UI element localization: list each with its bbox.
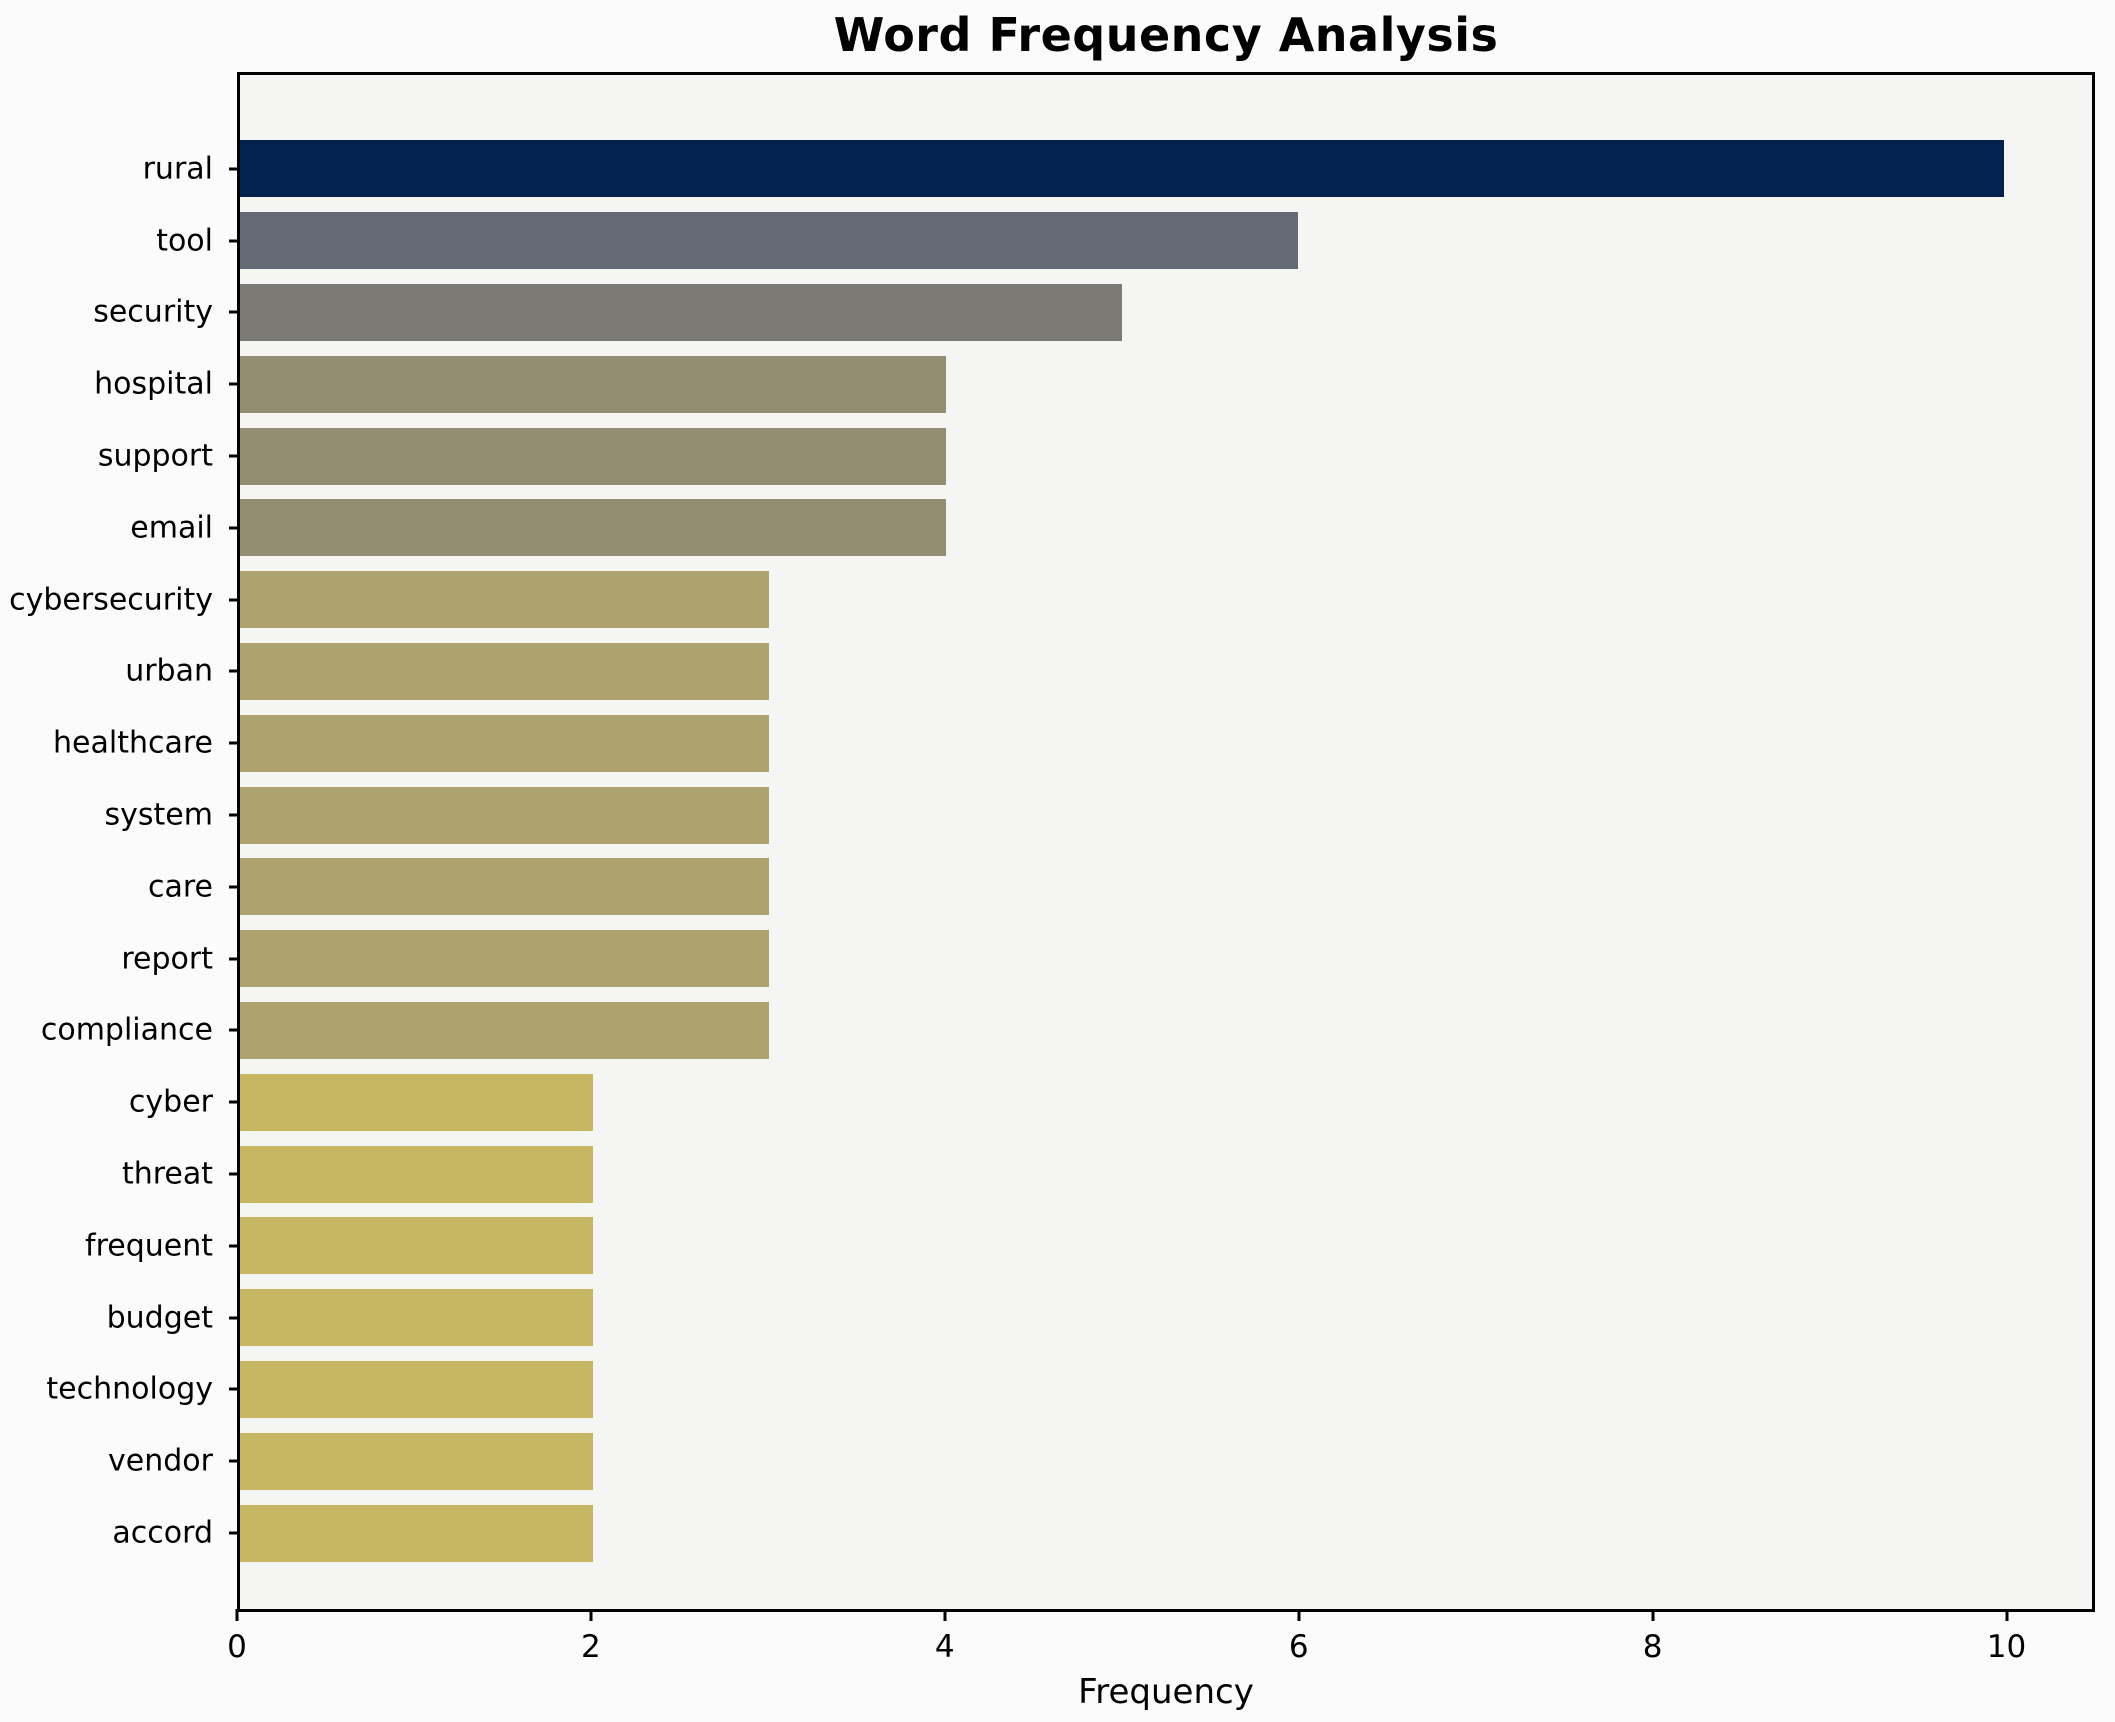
y-tick-label-report: report bbox=[121, 941, 213, 977]
bar-row-vendor: vendor bbox=[108, 1425, 2092, 1497]
bar-row-healthcare: healthcare bbox=[53, 707, 2092, 779]
bar-row-care: care bbox=[148, 851, 2092, 923]
x-tick-mark-4 bbox=[943, 1609, 947, 1621]
bar-rural bbox=[240, 140, 2004, 198]
y-tick-mark bbox=[229, 669, 240, 673]
bar-care bbox=[240, 858, 770, 916]
bar-frequent bbox=[240, 1217, 593, 1275]
x-tick-label-10: 10 bbox=[1986, 1629, 2027, 1665]
y-tick-label-security: security bbox=[93, 294, 213, 330]
y-tick-mark bbox=[229, 167, 240, 171]
x-tick-mark-8 bbox=[1651, 1609, 1655, 1621]
x-tick-label-0: 0 bbox=[227, 1629, 247, 1665]
bar-healthcare bbox=[240, 714, 770, 772]
y-tick-label-frequent: frequent bbox=[85, 1228, 213, 1264]
bar-accord bbox=[240, 1504, 593, 1562]
bar-row-technology: technology bbox=[46, 1354, 2092, 1426]
y-tick-label-system: system bbox=[104, 797, 213, 833]
x-axis-label: Frequency bbox=[1078, 1672, 1254, 1712]
y-tick-mark bbox=[229, 1028, 240, 1032]
y-tick-label-urban: urban bbox=[125, 653, 213, 689]
bar-hospital bbox=[240, 355, 946, 413]
y-tick-mark bbox=[229, 526, 240, 530]
bar-row-rural: rural bbox=[143, 133, 2092, 205]
bar-system bbox=[240, 786, 770, 844]
bar-row-report: report bbox=[121, 923, 2092, 995]
y-tick-mark bbox=[229, 741, 240, 745]
bar-technology bbox=[240, 1360, 593, 1418]
y-tick-label-support: support bbox=[97, 438, 213, 474]
y-tick-mark bbox=[229, 239, 240, 243]
y-tick-mark bbox=[229, 1459, 240, 1463]
x-tick-label-2: 2 bbox=[581, 1629, 601, 1665]
y-tick-mark bbox=[229, 598, 240, 602]
y-tick-mark bbox=[229, 1316, 240, 1320]
bar-row-email: email bbox=[130, 492, 2092, 564]
bar-row-budget: budget bbox=[107, 1282, 2092, 1354]
y-tick-label-care: care bbox=[147, 869, 213, 905]
bar-row-tool: tool bbox=[156, 205, 2092, 277]
bar-security bbox=[240, 283, 1122, 341]
bar-compliance bbox=[240, 1001, 770, 1059]
x-tick-label-4: 4 bbox=[934, 1629, 955, 1665]
bars-container: rural tool security hospital support email cyb… bbox=[9, 75, 2092, 1609]
y-tick-mark bbox=[229, 957, 240, 961]
x-tick-label-8: 8 bbox=[1642, 1629, 1663, 1665]
y-tick-label-vendor: vendor bbox=[108, 1443, 213, 1479]
bar-row-support: support bbox=[98, 420, 2092, 492]
bar-urban bbox=[240, 642, 770, 700]
x-tick-mark-6 bbox=[1297, 1609, 1301, 1621]
bar-row-cybersecurity: cybersecurity bbox=[9, 564, 2092, 636]
y-tick-label-compliance: compliance bbox=[40, 1012, 213, 1048]
bar-row-cyber: cyber bbox=[129, 1066, 2092, 1138]
y-tick-label-cyber: cyber bbox=[128, 1084, 213, 1120]
bar-vendor bbox=[240, 1432, 593, 1490]
y-tick-mark bbox=[229, 813, 240, 817]
bar-support bbox=[240, 427, 946, 485]
y-tick-mark bbox=[229, 382, 240, 386]
x-tick-mark-0 bbox=[235, 1609, 239, 1621]
y-tick-mark bbox=[229, 310, 240, 314]
bar-cybersecurity bbox=[240, 571, 770, 629]
y-tick-label-email: email bbox=[130, 510, 213, 546]
y-tick-label-healthcare: healthcare bbox=[53, 725, 213, 761]
y-tick-mark bbox=[229, 454, 240, 458]
y-tick-mark bbox=[229, 1531, 240, 1535]
y-tick-label-threat: threat bbox=[121, 1156, 213, 1192]
plot-area: rural tool security hospital support email cyb… bbox=[9, 72, 2095, 1665]
y-tick-label-tool: tool bbox=[156, 223, 213, 259]
bar-row-accord: accord bbox=[112, 1497, 2092, 1569]
bar-row-urban: urban bbox=[125, 636, 2092, 708]
x-tick-mark-10 bbox=[2005, 1609, 2009, 1621]
bar-row-system: system bbox=[105, 779, 2092, 851]
bar-row-frequent: frequent bbox=[85, 1210, 2092, 1282]
bar-email bbox=[240, 499, 946, 557]
bar-threat bbox=[240, 1145, 593, 1203]
chart-title: Word Frequency Analysis bbox=[833, 8, 1499, 62]
bar-cyber bbox=[240, 1073, 593, 1131]
bar-report bbox=[240, 930, 770, 988]
y-tick-label-cybersecurity: cybersecurity bbox=[9, 582, 213, 618]
x-tick-label-6: 6 bbox=[1288, 1629, 1309, 1665]
y-tick-mark bbox=[229, 1387, 240, 1391]
y-tick-label-hospital: hospital bbox=[94, 366, 213, 402]
y-tick-mark bbox=[229, 1244, 240, 1248]
y-tick-label-technology: technology bbox=[46, 1371, 213, 1407]
bar-tool bbox=[240, 212, 1299, 270]
y-tick-label-budget: budget bbox=[106, 1300, 213, 1336]
bar-budget bbox=[240, 1289, 593, 1347]
y-tick-mark bbox=[229, 1172, 240, 1176]
y-tick-label-accord: accord bbox=[112, 1515, 213, 1551]
bar-row-compliance: compliance bbox=[41, 995, 2092, 1067]
bar-row-threat: threat bbox=[122, 1138, 2092, 1210]
y-tick-mark bbox=[229, 885, 240, 889]
y-tick-mark bbox=[229, 1100, 240, 1104]
bar-row-security: security bbox=[93, 277, 2092, 349]
bar-row-hospital: hospital bbox=[94, 348, 2092, 420]
y-tick-label-rural: rural bbox=[142, 151, 213, 187]
x-tick-mark-2 bbox=[589, 1609, 593, 1621]
